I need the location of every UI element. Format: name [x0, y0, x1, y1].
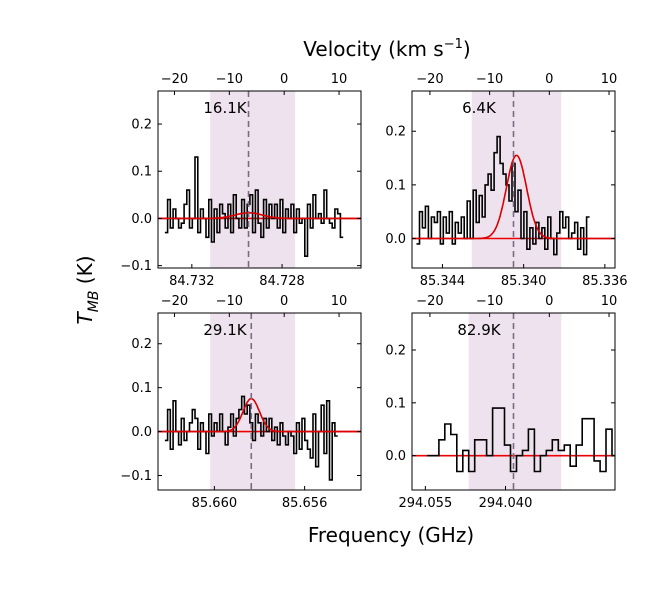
frequency-tick-label: 294.040: [479, 496, 533, 511]
axes-frame: [411, 312, 616, 491]
plot-area: [158, 91, 361, 268]
plot-area: [412, 313, 615, 490]
y-tick-label: 0.2: [131, 337, 152, 352]
y-tick-label: −0.1: [120, 259, 152, 274]
y-tick-label: 0.0: [385, 449, 406, 464]
velocity-tick-label: 10: [601, 294, 618, 309]
plot-area: [158, 313, 361, 490]
y-tick-label: 0.1: [131, 165, 152, 180]
frequency-tick-label: 84.732: [169, 274, 215, 289]
axes-frame: [157, 90, 362, 269]
frequency-tick-label: 85.344: [420, 274, 466, 289]
velocity-tick-label: −20: [161, 294, 188, 309]
y-tick-label: 0.2: [385, 343, 406, 358]
velocity-axis-title: Velocity (km s−1): [303, 37, 470, 61]
velocity-tick-label: 0: [545, 294, 553, 309]
temperature-label: 82.9K: [457, 321, 501, 339]
frequency-tick-label: 85.660: [192, 496, 238, 511]
velocity-tick-label: 10: [601, 72, 618, 87]
velocity-tick-label: −20: [416, 294, 443, 309]
panel-top-right: 0.0 0.1 0.2 −20 −10 0 10 85.344 85.340 85.336 6.4K: [385, 72, 627, 289]
frequency-tick-label: 85.336: [582, 274, 628, 289]
shaded-velocity-range: [210, 313, 296, 490]
frequency-axis-title: Frequency (GHz): [308, 523, 474, 547]
spectrum-line: [164, 395, 338, 481]
y-tick-label: −0.1: [120, 469, 152, 484]
temperature-label: 6.4K: [462, 99, 497, 117]
frequency-tick-label: 85.656: [282, 496, 328, 511]
velocity-tick-label: −10: [476, 72, 503, 87]
velocity-tick-label: 0: [545, 72, 553, 87]
y-tick-label: 0.1: [385, 396, 406, 411]
axes-frame: [411, 90, 616, 269]
velocity-tick-label: −10: [216, 72, 243, 87]
gaussian-fit-line: [412, 154, 615, 240]
shaded-velocity-range: [468, 313, 562, 490]
velocity-tick-label: −20: [161, 72, 188, 87]
panel-bottom-left: −0.1 0.0 0.1 0.2 −20 −10 0 10 85.660 85.656 29.1K: [120, 294, 362, 511]
velocity-tick-label: 0: [280, 294, 288, 309]
y-axis-title: TMB (K): [73, 256, 102, 325]
axes-frame: [157, 312, 362, 491]
y-tick-label: 0.0: [385, 232, 406, 247]
velocity-tick-label: 10: [331, 72, 348, 87]
velocity-tick-label: 10: [331, 294, 348, 309]
shaded-velocity-range: [210, 91, 296, 268]
y-tick-label: 0.1: [131, 381, 152, 396]
velocity-tick-label: −10: [216, 294, 243, 309]
frequency-tick-label: 294.055: [398, 496, 452, 511]
gaussian-fit-line: [158, 397, 361, 433]
panel-top-left: −0.1 0.0 0.1 0.2 −20 −10 0 10 84.732 84.728 16.1K: [120, 72, 362, 289]
y-tick-label: 0.1: [385, 178, 406, 193]
temperature-label: 29.1K: [203, 321, 247, 339]
spectrum-line: [416, 135, 590, 256]
y-tick-label: 0.2: [385, 125, 406, 140]
frequency-tick-label: 85.340: [501, 274, 547, 289]
frequency-tick-label: 84.728: [259, 274, 305, 289]
velocity-tick-label: 0: [280, 72, 288, 87]
velocity-tick-label: −20: [416, 72, 443, 87]
temperature-label: 16.1K: [203, 99, 247, 117]
y-tick-label: 0.0: [131, 212, 152, 227]
gaussian-fit-line: [158, 212, 361, 220]
spectrum-line: [426, 407, 615, 473]
velocity-tick-label: −10: [476, 294, 503, 309]
y-tick-label: 0.2: [131, 118, 152, 133]
plot-area: [412, 91, 615, 268]
panel-bottom-right: 0.0 0.1 0.2 −20 −10 0 10 294.055 294.040 82.9K: [385, 294, 618, 511]
y-tick-label: 0.0: [131, 425, 152, 440]
spectrum-line: [164, 156, 344, 257]
